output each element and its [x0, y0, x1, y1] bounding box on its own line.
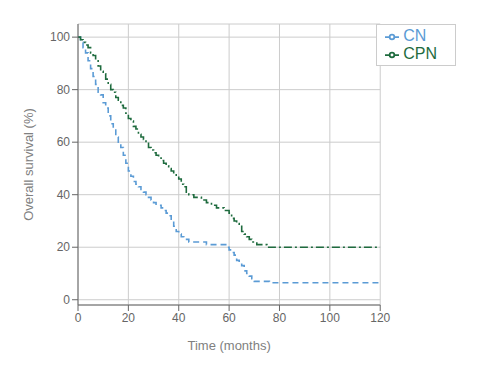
svg-text:100: 100	[50, 30, 70, 44]
svg-text:20: 20	[57, 240, 71, 254]
html-text:CN: CN	[403, 27, 427, 44]
svg-text:60: 60	[57, 135, 71, 149]
svg-text:0: 0	[63, 293, 70, 307]
svg-text:40: 40	[57, 188, 71, 202]
svg-text:80: 80	[273, 311, 287, 325]
svg-text:Time (months): Time (months)	[187, 338, 270, 353]
html-text:CPN: CPN	[403, 45, 437, 62]
svg-text:0: 0	[75, 311, 82, 325]
svg-text:Overall survival (%): Overall survival (%)	[21, 108, 36, 221]
svg-text:120: 120	[370, 311, 390, 325]
svg-text:20: 20	[122, 311, 136, 325]
svg-text:40: 40	[172, 311, 186, 325]
svg-text:80: 80	[57, 83, 71, 97]
svg-text:60: 60	[222, 311, 236, 325]
svg-text:100: 100	[320, 311, 340, 325]
